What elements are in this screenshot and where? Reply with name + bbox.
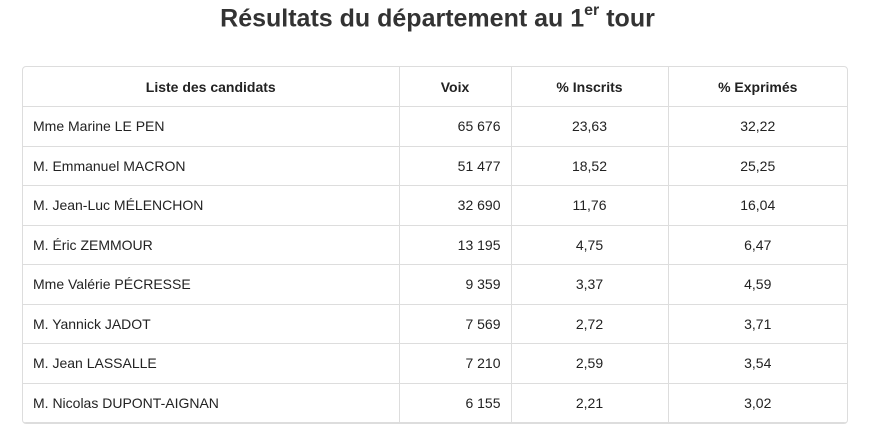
table-body: Mme Marine LE PEN 65 676 23,63 32,22 M. Emma… (23, 106, 847, 423)
table-row: M. Jean-Luc MÉLENCHON 32 690 11,76 16,04 (23, 185, 847, 226)
column-header: % Exprimés (668, 67, 847, 107)
table-cell: M. Jean-Luc MÉLENCHON (23, 185, 400, 226)
table-cell: 9 359 (399, 264, 512, 305)
column-header: Liste des candidats (23, 67, 400, 107)
table-cell: 3,71 (668, 304, 847, 344)
table-row: Mme Marine LE PEN 65 676 23,63 32,22 (23, 106, 847, 147)
table-row: M. Nicolas DUPONT-AIGNAN 6 155 2,21 3,02 (23, 383, 847, 423)
table-cell: M. Yannick JADOT (23, 304, 400, 344)
table-cell: M. Nicolas DUPONT-AIGNAN (23, 383, 400, 423)
table-cell: 3,54 (668, 343, 847, 384)
table-cell: 3,37 (511, 264, 669, 305)
table-row: M. Jean LASSALLE 7 210 2,59 3,54 (23, 343, 847, 384)
table-row: M. Emmanuel MACRON 51 477 18,52 25,25 (23, 146, 847, 186)
table-cell: M. Éric ZEMMOUR (23, 225, 400, 265)
table-cell: 7 210 (399, 343, 512, 384)
title-sup: er (584, 2, 600, 19)
table-row: M. Yannick JADOT 7 569 2,72 3,71 (23, 304, 847, 344)
table-cell: 18,52 (511, 146, 669, 186)
table-cell: 3,02 (668, 383, 847, 423)
table-cell: Mme Marine LE PEN (23, 106, 400, 147)
table-cell: 25,25 (668, 146, 847, 186)
table-cell: 2,59 (511, 343, 669, 384)
table-cell: 32,22 (668, 106, 847, 147)
header-row: Liste des candidats Voix% Inscrits% Expri… (23, 67, 847, 107)
table-cell: 2,72 (511, 304, 669, 344)
table-cell: 6,47 (668, 225, 847, 265)
table-cell: 6 155 (399, 383, 512, 423)
table-cell: 16,04 (668, 185, 847, 226)
table-cell: 2,21 (511, 383, 669, 423)
page-title: Résultats du département au 1er tour (0, 2, 875, 33)
table-cell: Mme Valérie PÉCRESSE (23, 264, 400, 305)
title-text: tour (606, 4, 655, 33)
table-cell: 13 195 (399, 225, 512, 265)
title-text: Résultats du département au 1 (220, 4, 585, 33)
column-header: % Inscrits (511, 67, 669, 107)
table-row: Mme Valérie PÉCRESSE 9 359 3,37 4,59 (23, 264, 847, 305)
table-row: M. Éric ZEMMOUR 13 195 4,75 6,47 (23, 225, 847, 265)
table-cell: 32 690 (399, 185, 512, 226)
table-cell: 51 477 (399, 146, 512, 186)
results-table: Liste des candidats Voix% Inscrits% Expri… (23, 67, 847, 423)
table-cell: 65 676 (399, 106, 512, 147)
table-container: Liste des candidats Voix% Inscrits% Expri… (22, 66, 848, 424)
table-cell: 11,76 (511, 185, 669, 226)
table-cell: 4,59 (668, 264, 847, 305)
table-cell: 7 569 (399, 304, 512, 344)
table-cell: 23,63 (511, 106, 669, 147)
table-cell: 4,75 (511, 225, 669, 265)
table-cell: M. Emmanuel MACRON (23, 146, 400, 186)
column-header: Voix (399, 67, 512, 107)
table-cell: M. Jean LASSALLE (23, 343, 400, 384)
